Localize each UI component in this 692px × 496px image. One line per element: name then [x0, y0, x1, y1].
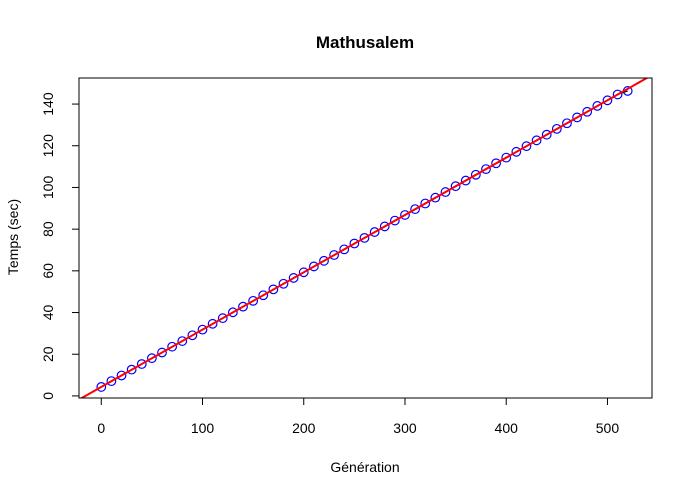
- y-tick-label: 100: [40, 176, 56, 200]
- y-tick-label: 80: [40, 221, 56, 237]
- data-point: [521, 141, 532, 152]
- data-point: [116, 370, 127, 381]
- data-point: [551, 123, 562, 134]
- regression-line: [79, 78, 649, 398]
- data-point: [470, 169, 481, 180]
- data-point: [400, 210, 410, 220]
- data-point: [207, 318, 218, 329]
- plot-area: 0 100 200 300 400 500 0 20 40 60 80 100 120 140: [40, 77, 653, 436]
- data-point: [359, 232, 370, 243]
- x-tick-label: 200: [292, 420, 316, 436]
- data-point: [541, 129, 552, 140]
- data-point: [379, 221, 390, 232]
- data-point: [612, 89, 623, 100]
- data-point: [562, 118, 572, 129]
- data-point: [136, 359, 147, 369]
- x-axis-label: Génération: [330, 459, 399, 475]
- data-point: [572, 112, 582, 123]
- data-point: [167, 341, 178, 352]
- data-point: [308, 261, 319, 272]
- y-tick-label: 20: [40, 346, 56, 362]
- data-point: [248, 295, 259, 306]
- data-point: [481, 164, 491, 175]
- data-point: [592, 101, 603, 111]
- x-tick-label: 100: [191, 420, 215, 436]
- data-point: [420, 198, 431, 209]
- y-tick-label: 140: [40, 92, 56, 116]
- data-point: [602, 95, 613, 106]
- data-point: [177, 336, 188, 346]
- data-point: [440, 187, 451, 197]
- data-point: [369, 227, 380, 237]
- x-tick-label: 500: [596, 420, 620, 436]
- data-point: [258, 290, 269, 301]
- y-tick-label: 0: [40, 392, 56, 400]
- data-point: [217, 313, 228, 324]
- data-point: [126, 364, 137, 375]
- data-point: [349, 238, 360, 249]
- data-point: [197, 324, 208, 335]
- data-point: [389, 215, 400, 226]
- data-point: [146, 353, 157, 364]
- data-point: [278, 278, 289, 289]
- data-point: [238, 301, 248, 312]
- data-point: [96, 382, 107, 392]
- y-tick-label: 60: [40, 263, 56, 279]
- plot-frame: [78, 77, 653, 399]
- data-point: [339, 244, 350, 255]
- data-point: [288, 273, 299, 283]
- data-point: [430, 192, 441, 203]
- data-point: [157, 347, 167, 358]
- data-point: [501, 152, 512, 163]
- x-tick-label: 400: [495, 420, 519, 436]
- y-tick-label: 40: [40, 305, 56, 321]
- chart-title: Mathusalem: [316, 33, 414, 52]
- data-point: [491, 158, 501, 169]
- data-point: [410, 204, 421, 215]
- y-axis-label: Temps (sec): [5, 199, 21, 275]
- x-tick-label: 0: [97, 420, 105, 436]
- data-point: [227, 307, 238, 318]
- data-point: [268, 284, 279, 295]
- x-tick-label: 300: [393, 420, 417, 436]
- data-point: [187, 330, 198, 341]
- data-point: [329, 250, 340, 260]
- data-point: [531, 135, 542, 146]
- data-point: [460, 175, 471, 186]
- data-point: [106, 376, 117, 387]
- data-point: [319, 255, 329, 266]
- data-point: [450, 181, 461, 192]
- data-point: [582, 106, 593, 117]
- data-point: [298, 267, 309, 278]
- y-tick-label: 120: [40, 134, 56, 158]
- data-point: [511, 146, 522, 157]
